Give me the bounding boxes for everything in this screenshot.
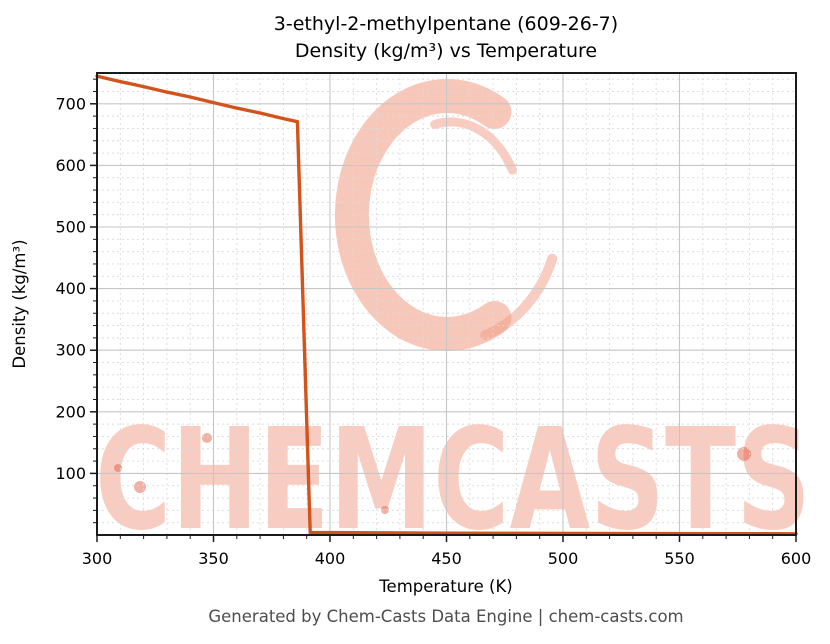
density-line — [95, 74, 798, 536]
x-tick-label: 400 — [315, 549, 346, 568]
y-tick-label: 100 — [55, 464, 86, 483]
y-tick-label: 500 — [55, 218, 86, 237]
chart-title-line1: 3-ethyl-2-methylpentane (609-26-7) — [274, 13, 618, 35]
y-tick-label: 400 — [55, 279, 86, 298]
y-tick-label: 200 — [55, 402, 86, 421]
watermark-text: CHEMCASTS — [95, 399, 811, 562]
x-tick-label: 550 — [664, 549, 695, 568]
y-axis-label: Density (kg/m³) — [10, 239, 29, 368]
footer-credit: Generated by Chem-Casts Data Engine | ch… — [208, 607, 683, 626]
x-tick-label: 500 — [548, 549, 579, 568]
x-axis-label: Temperature (K) — [378, 577, 512, 596]
grid-layer — [96, 73, 797, 535]
chemcasts-logo-accent-bottom-icon — [480, 253, 558, 341]
y-tick-label: 700 — [55, 94, 86, 113]
x-tick-label: 300 — [82, 549, 113, 568]
x-tick-label: 600 — [781, 549, 812, 568]
chemcasts-logo-icon — [334, 79, 512, 351]
y-tick-label: 300 — [55, 341, 86, 360]
axes-layer: 300 350 400 450 500 550 600 100 200 300 400 500 600 7… — [55, 72, 812, 568]
chart-title-line2: Density (kg/m³) vs Temperature — [295, 40, 597, 62]
x-tick-label: 450 — [431, 549, 462, 568]
x-tick-label: 350 — [198, 549, 229, 568]
y-tick-label: 600 — [55, 156, 86, 175]
series-layer — [95, 74, 798, 536]
watermark-specks — [114, 433, 751, 514]
